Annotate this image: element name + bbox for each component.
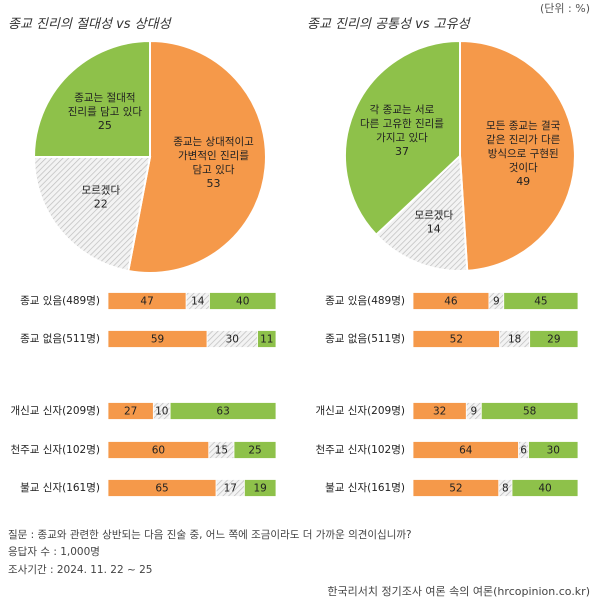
bar1-row4-value1: 60: [152, 445, 165, 457]
pie1-label-2: 모르겠다 22: [81, 185, 120, 211]
bar1-category-5: 불교 신자(161명): [20, 482, 100, 494]
bar2-row5-value1: 52: [449, 483, 462, 495]
bar1-row1-seg3: [209, 292, 277, 310]
bar2-row3-value3: 58: [523, 406, 536, 418]
bar1-row5-value3: 19: [254, 483, 267, 495]
bar2-row2-seg3: [529, 330, 579, 348]
pie1-label-1: 종교는 상대적이고 가변적인 진리를 담고 있다 53: [173, 136, 254, 190]
pie-title-absolute-relative: 종교 진리의 절대성 vs 상대성: [8, 17, 171, 32]
bar1-row1-value2: 14: [191, 296, 205, 308]
footer-respondents: 응답자 수 : 1,000명: [8, 546, 100, 558]
bar1-row3-value2: 10: [155, 406, 168, 418]
pie1-label-3: 종교는 절대적 진리를 담고 있다 25: [68, 91, 143, 132]
bar2-row2-value3: 29: [547, 334, 560, 346]
bar2-row2-value2: 18: [508, 334, 521, 346]
pie2-slice-2: [374, 153, 469, 272]
unit-label: (단위 : %): [540, 2, 590, 15]
bar1-row1-value3: 40: [236, 296, 249, 308]
bar1-category-4: 천주교 신자(102명): [10, 444, 100, 456]
bar1-row1-value1: 47: [140, 296, 153, 308]
pie1-slice-1: [127, 39, 267, 274]
bar1-row2-value1: 59: [151, 334, 164, 346]
bar1-row2-seg3: [257, 330, 277, 348]
bar2-row1-value1: 46: [444, 296, 458, 308]
bar2-row4-seg3: [528, 441, 579, 459]
bar2-row1-seg3: [503, 292, 579, 310]
bar2-row4-value3: 30: [547, 445, 560, 457]
pie1-slice-2: [32, 156, 152, 273]
bar2-row3-value1: 32: [433, 406, 446, 418]
bar2-row3-value2: 9: [470, 406, 477, 418]
bar2-row5-seg3: [511, 479, 579, 497]
bar1-row2-value3: 11: [260, 334, 273, 346]
bar1-row3-value3: 63: [216, 406, 229, 418]
bar1-row5-seg3: [243, 479, 277, 497]
bar2-category-1: 종교 있음(489명): [325, 295, 405, 307]
bar2-row3-seg3: [480, 402, 579, 420]
bar1-row2-value2: 30: [226, 334, 239, 346]
bar2-category-3: 개신교 신자(209명): [315, 405, 405, 417]
bar1-row3-seg3: [169, 402, 277, 420]
bar2-category-5: 불교 신자(161명): [325, 482, 405, 494]
footer-source: 한국리서치 정기조사 여론 속의 여론(hrcopinion.co.kr): [327, 585, 590, 598]
bar2-row4-value2: 6: [520, 445, 527, 457]
bar1-category-3: 개신교 신자(209명): [10, 405, 100, 417]
pie2-slice-3: [344, 39, 461, 237]
pie1-slice-3: [32, 39, 151, 158]
bar1-row3-value1: 27: [124, 406, 137, 418]
pie2-slice-1: [459, 39, 576, 272]
bar2-category-4: 천주교 신자(102명): [315, 444, 405, 456]
pie2-label-2: 모르겠다 14: [414, 209, 453, 235]
bar2-row1-value2: 9: [493, 296, 500, 308]
bar1-category-2: 종교 없음(511명): [20, 332, 100, 345]
pie2-label-3: 각 종교는 서로 다른 고유한 진리를 가지고 있다 37: [360, 104, 444, 158]
bar2-row1-value3: 45: [534, 296, 547, 308]
bar1-row4-value3: 25: [248, 445, 261, 457]
pie2-label-1: 모든 종교는 결국 같은 진리가 다른 방식으로 구현된 것이다 49: [486, 120, 561, 188]
bar2-category-2: 종교 없음(511명): [325, 332, 405, 345]
bar1-row4-value2: 15: [215, 445, 228, 457]
footer-period: 조사기간 : 2024. 11. 22 ~ 25: [8, 564, 153, 576]
pie-title-common-unique: 종교 진리의 공통성 vs 고유성: [307, 17, 470, 32]
bar2-row4-value1: 64: [459, 445, 473, 457]
bar1-row5-value1: 65: [155, 483, 168, 495]
bar1-category-1: 종교 있음(489명): [20, 295, 100, 307]
footer-question: 질문 : 종교와 관련한 상반되는 다음 진술 중, 어느 쪽에 조금이라도 더…: [8, 529, 412, 541]
bar1-row4-seg3: [233, 441, 277, 459]
bar1-row5-value2: 17: [224, 483, 237, 495]
bar2-row5-value3: 40: [538, 483, 551, 495]
bar2-row2-value1: 52: [450, 334, 463, 346]
bar2-row5-value2: 8: [502, 483, 509, 495]
